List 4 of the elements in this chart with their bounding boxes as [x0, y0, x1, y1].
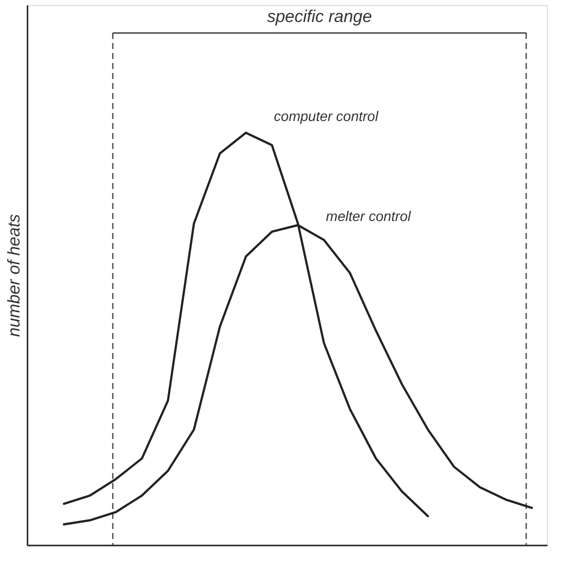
series-label: computer control: [274, 108, 380, 124]
series-label: melter control: [326, 208, 412, 224]
y-axis-title: number of heats: [4, 214, 24, 337]
text: specific range: [267, 7, 372, 26]
